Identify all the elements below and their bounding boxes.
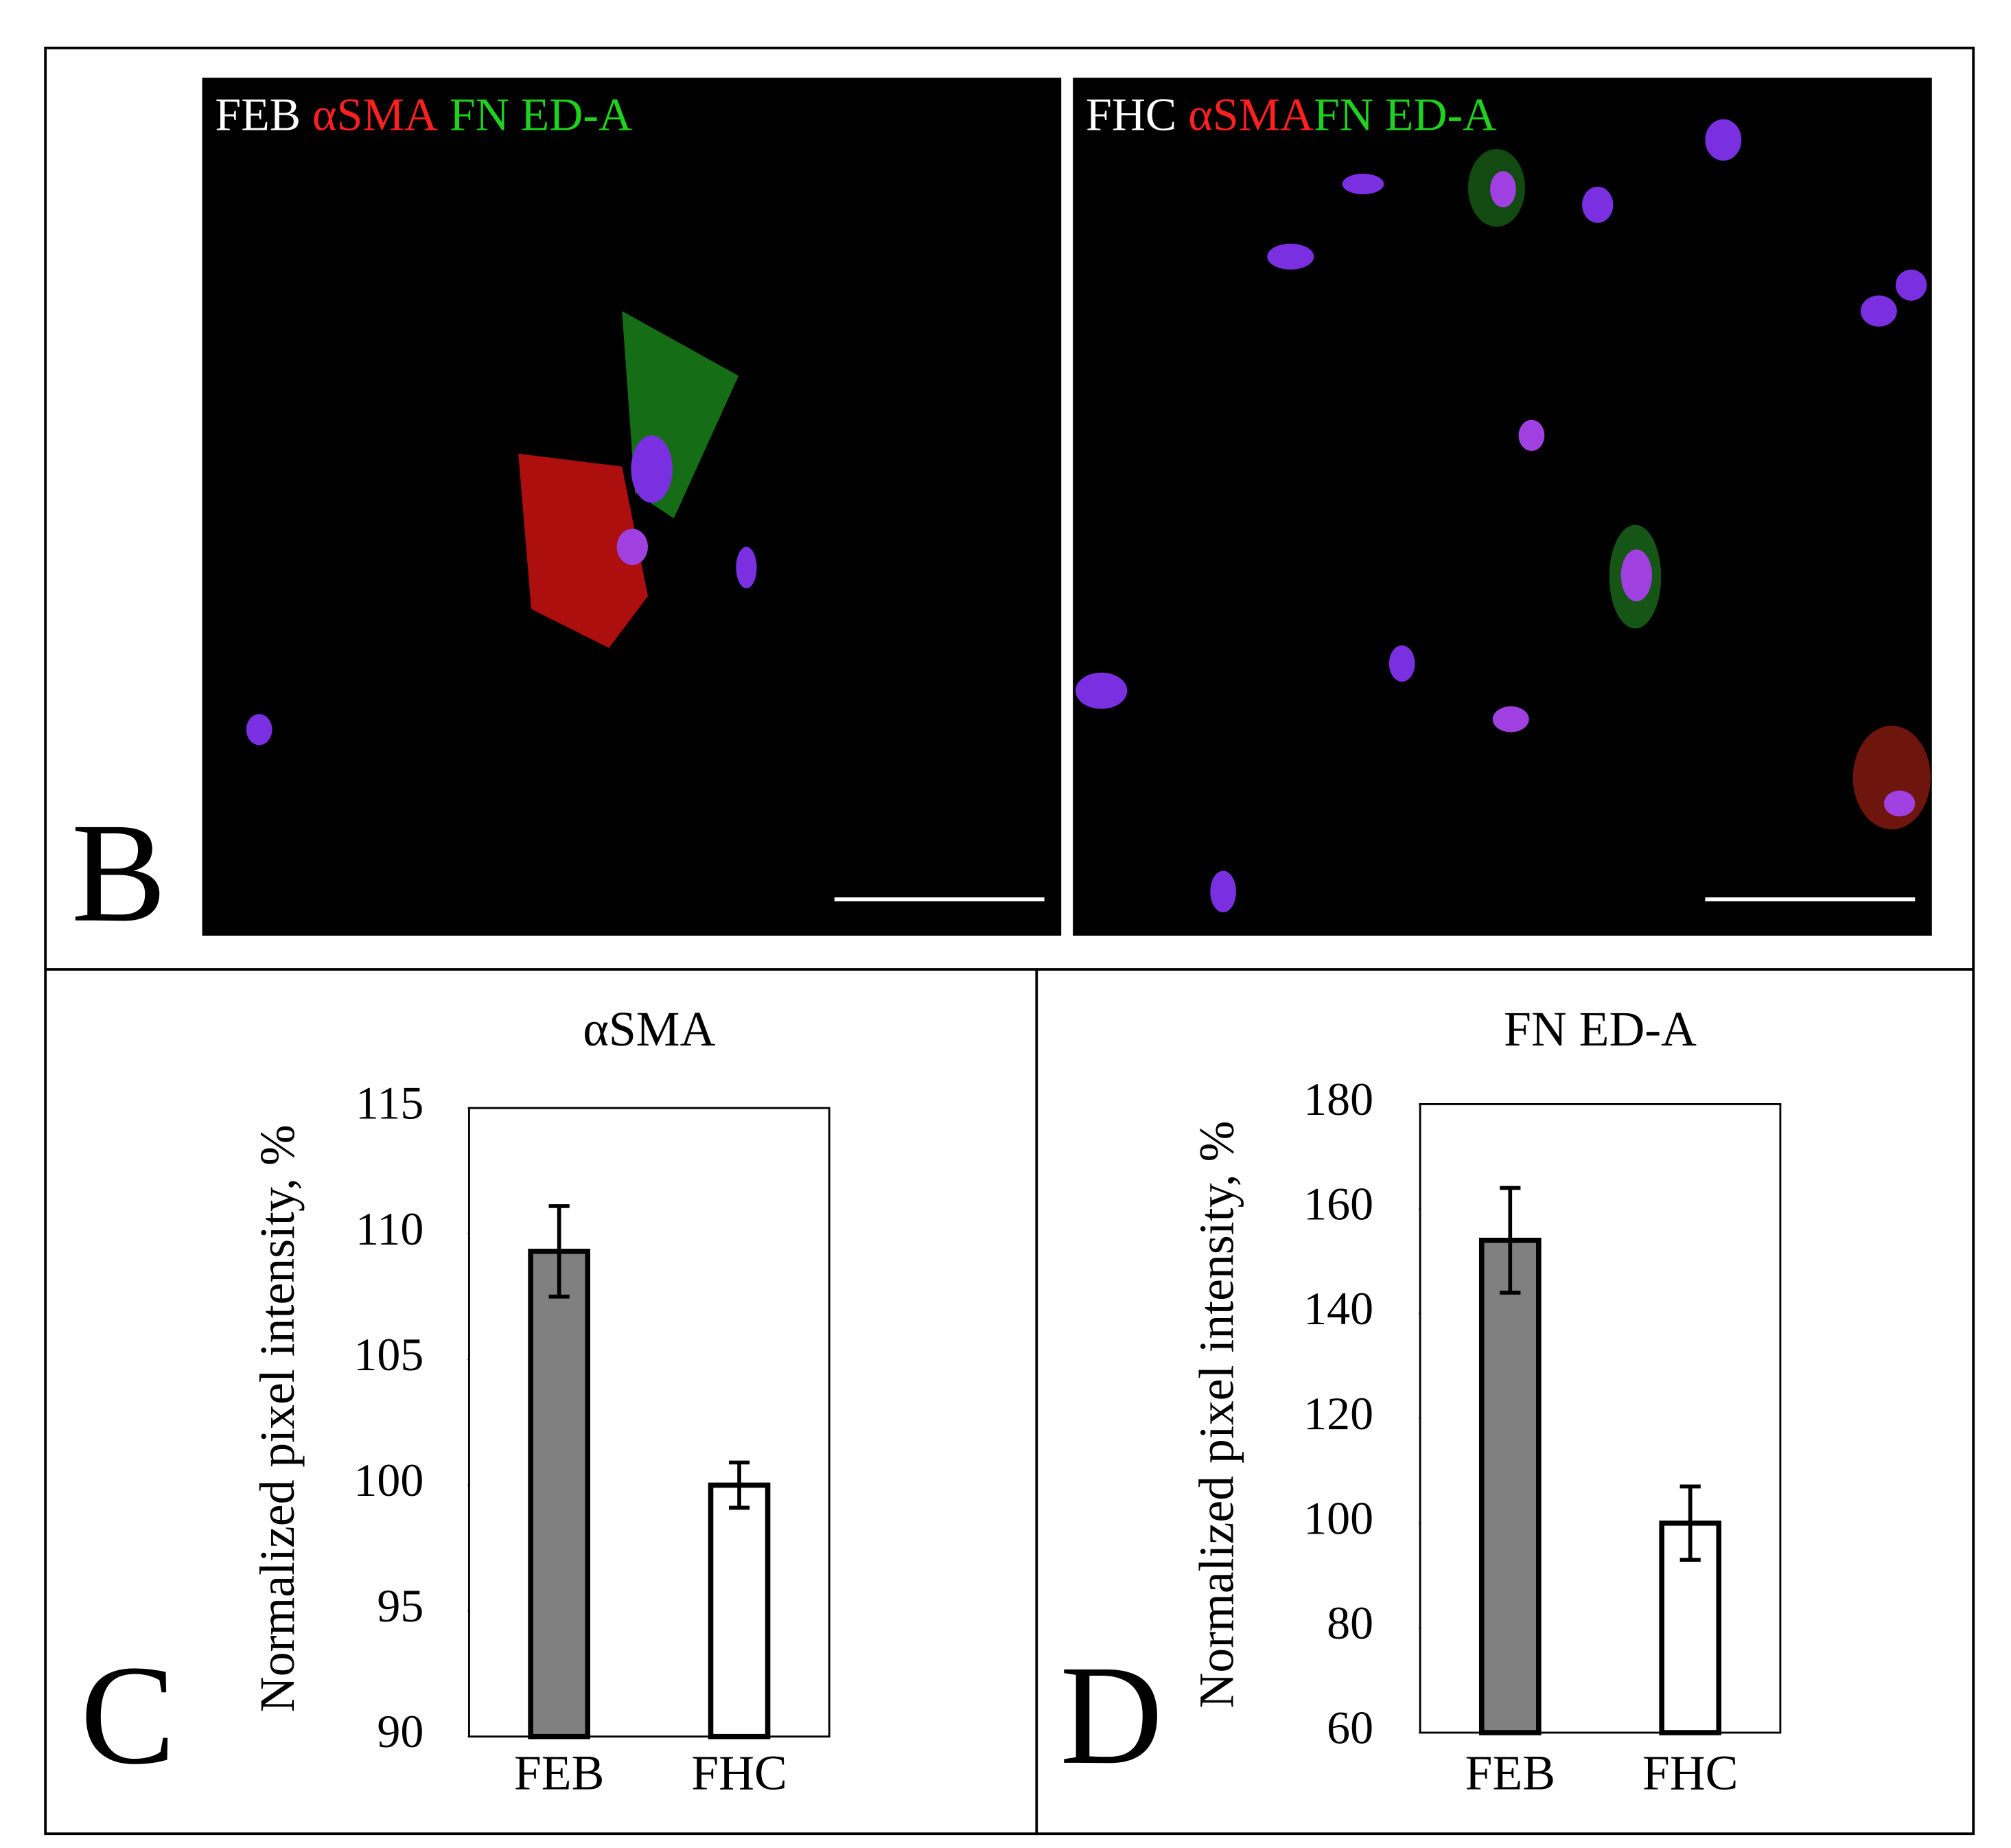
- nucleus: [1492, 706, 1529, 732]
- nucleus: [736, 546, 757, 589]
- stain-label: αSMA: [312, 88, 438, 140]
- bar: [708, 1482, 771, 1740]
- chart-title: αSMA: [583, 1002, 715, 1056]
- cell: [518, 453, 648, 648]
- stain-label: αSMA: [1188, 88, 1314, 140]
- image: [202, 78, 1062, 936]
- nucleus: [1518, 419, 1545, 451]
- panel-label: B: [71, 794, 167, 951]
- nucleus: [1860, 295, 1897, 327]
- y-axis-label: Normalized pixel intensity, %: [250, 1124, 305, 1712]
- error-bar: [548, 1204, 570, 1299]
- nucleus: [631, 435, 673, 503]
- nucleus: [1210, 870, 1237, 913]
- y-tick-label: 95: [377, 1580, 423, 1632]
- stain-label: FN ED-A: [1314, 88, 1496, 140]
- error-bar: [1679, 1484, 1701, 1562]
- bar: [528, 1249, 590, 1740]
- nucleus: [1267, 243, 1314, 270]
- nucleus: [1883, 790, 1916, 817]
- nucleus: [616, 529, 648, 566]
- stain-label: FN ED-A: [450, 88, 632, 140]
- nucleus: [1582, 186, 1614, 223]
- y-tick-label: 100: [1303, 1492, 1373, 1544]
- y-tick-label: 90: [377, 1705, 423, 1757]
- y-tick-label: 100: [353, 1454, 423, 1506]
- y-tick-label: 105: [353, 1328, 423, 1381]
- micrograph: FHC αSMAFN ED-A: [1073, 78, 1932, 936]
- chart-title: FN ED-A: [1504, 1002, 1697, 1056]
- nucleus: [1705, 119, 1742, 161]
- y-tick-label: 115: [356, 1077, 423, 1129]
- nucleus: [1075, 672, 1128, 709]
- y-tick-label: 160: [1303, 1178, 1373, 1230]
- y-tick-label: 180: [1303, 1073, 1373, 1125]
- nucleus: [1895, 269, 1927, 301]
- x-tick-label: FHC: [1642, 1746, 1739, 1801]
- nucleus: [1342, 173, 1384, 195]
- frame: [44, 46, 1975, 1836]
- nucleus: [246, 714, 272, 746]
- y-tick-label: 80: [1327, 1597, 1373, 1649]
- error-bar: [1500, 1186, 1521, 1295]
- x-tick-label: FEB: [1465, 1746, 1556, 1801]
- y-tick-label: 110: [356, 1203, 423, 1255]
- y-axis-label: Normalized pixel intensity, %: [1189, 1121, 1244, 1709]
- x-tick-label: FEB: [514, 1746, 605, 1801]
- panel-label: C: [80, 1636, 176, 1794]
- nucleus: [1388, 645, 1415, 682]
- sample-label: FEB: [215, 88, 301, 140]
- y-tick-label: 60: [1327, 1702, 1373, 1754]
- nucleus: [1620, 549, 1653, 601]
- y-tick-label: 120: [1303, 1387, 1373, 1440]
- plot-area: [468, 1107, 830, 1738]
- nucleus: [1490, 171, 1516, 208]
- x-tick-label: FHC: [691, 1746, 787, 1801]
- y-tick-label: 140: [1303, 1282, 1373, 1335]
- plot-area: [1419, 1102, 1782, 1734]
- micrograph: FEB αSMA FN ED-A: [202, 78, 1062, 936]
- sample-label: FHC: [1086, 88, 1176, 140]
- error-bar: [728, 1460, 750, 1510]
- bar: [1478, 1238, 1542, 1735]
- image-caption: FEB αSMA FN ED-A: [215, 88, 632, 140]
- image-caption: FHC αSMAFN ED-A: [1086, 88, 1496, 140]
- panel-label: D: [1060, 1636, 1163, 1794]
